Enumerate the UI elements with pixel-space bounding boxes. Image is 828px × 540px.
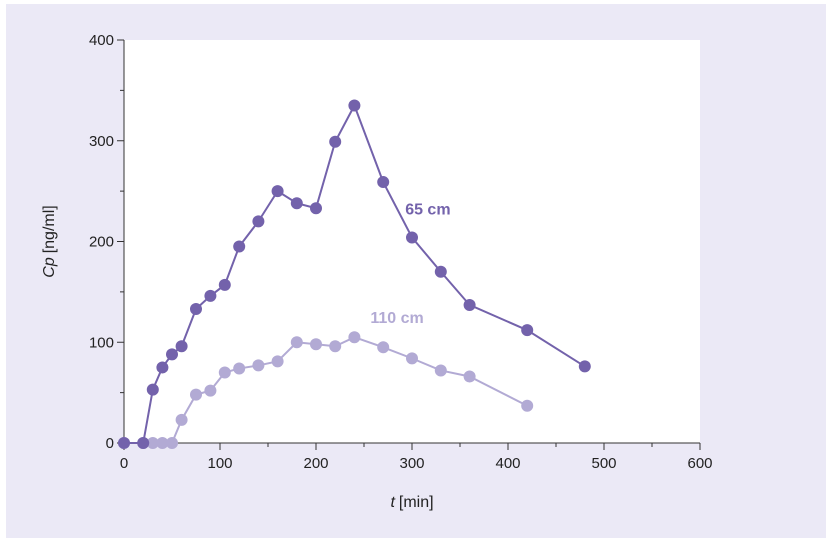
x-tick-label: 100 — [207, 455, 232, 472]
data-point — [204, 384, 217, 397]
data-point — [463, 370, 476, 383]
series-group — [118, 99, 591, 449]
data-point — [348, 99, 361, 112]
y-tick-label: 100 — [89, 334, 114, 351]
data-point — [156, 437, 169, 449]
data-point — [166, 348, 178, 361]
y-tick-label: 0 — [106, 435, 114, 452]
data-point — [521, 324, 534, 337]
x-tick-label: 0 — [120, 455, 128, 472]
data-point — [463, 298, 476, 311]
chart-panel: 0 100 200 300 400 0 100 200 300 400 500 600 t [min] C… — [6, 4, 826, 538]
data-point — [118, 437, 130, 449]
x-tick-label: 500 — [591, 455, 616, 472]
data-point — [218, 278, 231, 291]
data-point — [329, 135, 342, 148]
data-point — [377, 176, 390, 189]
data-point — [190, 303, 202, 316]
data-point — [578, 360, 591, 373]
data-point — [166, 437, 178, 449]
x-axis-label: t [min] — [390, 494, 433, 511]
data-point — [175, 413, 188, 426]
series-line — [124, 103, 586, 444]
data-point — [137, 437, 150, 449]
data-point — [204, 289, 217, 302]
data-point — [406, 231, 418, 244]
data-point — [252, 215, 265, 228]
y-tick-label: 400 — [89, 32, 114, 49]
data-point — [290, 197, 303, 210]
data-point — [218, 366, 231, 379]
data-point — [146, 383, 159, 396]
x-tick-label: 200 — [303, 455, 328, 472]
data-point — [434, 364, 447, 377]
y-tick-label: 200 — [89, 234, 114, 251]
data-point — [406, 352, 418, 365]
y-tick-label: 300 — [89, 133, 114, 150]
x-tick-label: 300 — [399, 455, 424, 472]
data-point — [156, 361, 169, 374]
data-point — [434, 265, 447, 278]
data-point — [290, 336, 303, 349]
x-axis-var: t — [390, 494, 395, 511]
series-label-65cm: 65 cm — [405, 201, 450, 218]
data-point — [310, 338, 322, 351]
series-label-110cm: 110 cm — [370, 310, 423, 327]
data-point — [271, 185, 284, 198]
data-point — [329, 340, 342, 353]
data-point — [252, 359, 265, 372]
data-point — [190, 388, 202, 401]
labels-group: t [min] Cp [ng/ml] 65 cm 110 cm — [41, 201, 451, 511]
data-point — [146, 437, 159, 449]
y-axis-var: Cp — [41, 257, 58, 278]
line-chart: 0 100 200 300 400 0 100 200 300 400 500 600 t [min] C… — [41, 32, 713, 511]
x-tick-label: 600 — [687, 455, 712, 472]
data-point — [310, 202, 322, 215]
data-point — [175, 340, 188, 353]
data-point — [348, 331, 361, 344]
data-point — [233, 240, 246, 253]
x-tick-label: 400 — [495, 455, 520, 472]
x-axis-unit: [min] — [399, 494, 434, 511]
y-axis-label: Cp [ng/ml] — [41, 205, 58, 277]
data-point — [377, 341, 390, 354]
data-point — [521, 399, 534, 412]
data-point — [271, 355, 284, 368]
y-axis-unit: [ng/ml] — [41, 205, 58, 253]
data-point — [233, 362, 246, 375]
